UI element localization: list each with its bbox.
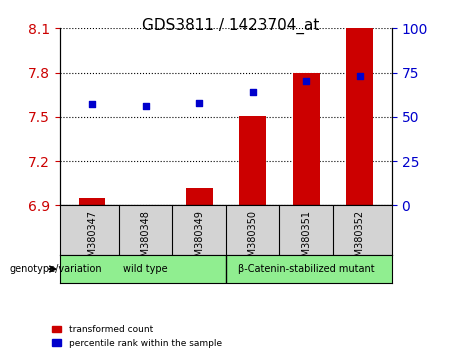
Bar <box>239 116 266 205</box>
Point <box>356 73 363 79</box>
Text: GSM380347: GSM380347 <box>87 210 97 269</box>
Legend: transformed count, percentile rank within the sample: transformed count, percentile rank withi… <box>51 323 224 349</box>
Text: GSM380348: GSM380348 <box>141 210 151 269</box>
Bar <box>293 73 319 205</box>
Text: GSM380351: GSM380351 <box>301 210 311 269</box>
Text: β-Catenin-stabilized mutant: β-Catenin-stabilized mutant <box>238 264 374 274</box>
Point <box>195 100 203 105</box>
Point <box>302 79 310 84</box>
Text: GDS3811 / 1423704_at: GDS3811 / 1423704_at <box>142 18 319 34</box>
Text: GSM380352: GSM380352 <box>355 210 365 269</box>
Point <box>142 103 149 109</box>
Bar <box>186 188 213 205</box>
Bar <box>79 198 106 205</box>
Text: GSM380350: GSM380350 <box>248 210 258 269</box>
Point <box>249 89 256 95</box>
Text: wild type: wild type <box>123 264 168 274</box>
Bar <box>346 0 373 205</box>
Text: GSM380349: GSM380349 <box>194 210 204 269</box>
Point <box>89 102 96 107</box>
Text: genotype/variation: genotype/variation <box>9 264 102 274</box>
